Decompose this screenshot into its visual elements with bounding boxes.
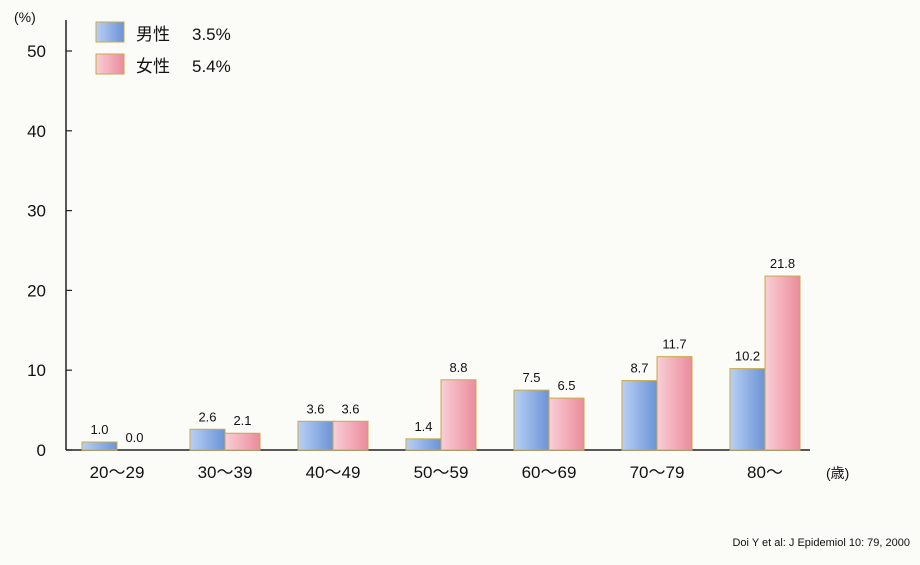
legend-value-female: 5.4% (192, 57, 231, 76)
source-citation: Doi Y et al: J Epidemiol 10: 79, 2000 (732, 537, 910, 549)
x-tick-label: 40～49 (306, 463, 361, 482)
bar-female (224, 432, 261, 451)
bar-value-label: 1.0 (90, 422, 108, 437)
bar-value-label: 21.8 (770, 256, 795, 271)
bar-male (513, 389, 550, 451)
y-tick-label: 40 (27, 122, 46, 141)
y-tick-label: 20 (27, 281, 46, 300)
legend-value-male: 3.5% (192, 25, 231, 44)
x-ticks: 20～29 30～39 40～49 50～59 60～69 70～79 80～ (90, 463, 783, 482)
bar-value-label: 6.5 (557, 378, 575, 393)
bar-value-label: 10.2 (735, 349, 760, 364)
bar-value-label: 8.7 (630, 361, 648, 376)
bar-female (440, 379, 477, 451)
x-unit-label: (歳) (826, 465, 849, 481)
bar-male (405, 438, 442, 451)
legend-label-female: 女性 (136, 57, 170, 76)
y-unit-label: (%) (14, 9, 36, 25)
bar-value-label: 7.5 (522, 370, 540, 385)
bar-female (332, 420, 369, 451)
y-tick-label: 30 (27, 202, 46, 221)
bar-value-label: 8.8 (449, 360, 467, 375)
bar-value-label: 3.6 (306, 401, 324, 416)
x-tick-label: 60～69 (522, 463, 577, 482)
bar-value-label: 2.6 (198, 409, 216, 424)
bar-male (81, 441, 118, 451)
legend-swatch-female (95, 53, 125, 75)
bar-female (764, 275, 801, 451)
bar-male (621, 380, 658, 451)
legend-swatch-male (95, 21, 125, 43)
legend: 男性 3.5% 女性 5.4% (95, 21, 231, 76)
bar-value-label: 2.1 (233, 413, 251, 428)
x-tick-label: 30～39 (198, 463, 253, 482)
bar-female (548, 397, 585, 451)
y-tick-label: 0 (37, 441, 46, 460)
y-tick-label: 50 (27, 42, 46, 61)
bar-male (297, 420, 334, 451)
x-tick-label: 70～79 (630, 463, 685, 482)
legend-label-male: 男性 (136, 25, 170, 44)
bars (81, 275, 801, 451)
bar-value-label: 0.0 (125, 430, 143, 445)
y-tick-label: 10 (27, 361, 46, 380)
bar-male (729, 368, 766, 451)
bar-male (189, 428, 226, 451)
bar-value-label: 1.4 (414, 419, 432, 434)
y-ticks: 0 10 20 30 40 50 (27, 42, 72, 460)
x-tick-label: 20～29 (90, 463, 145, 482)
x-tick-label: 80～ (747, 463, 783, 482)
bar-value-label: 3.6 (341, 401, 359, 416)
bar-labels: 1.0 0.0 2.6 2.1 3.6 3.6 1.4 8.8 7.5 6.5 8.7 11.7 10.… (90, 256, 795, 445)
x-tick-label: 50～59 (414, 463, 469, 482)
bar-female (656, 356, 693, 451)
bar-value-label: 11.7 (662, 337, 686, 352)
